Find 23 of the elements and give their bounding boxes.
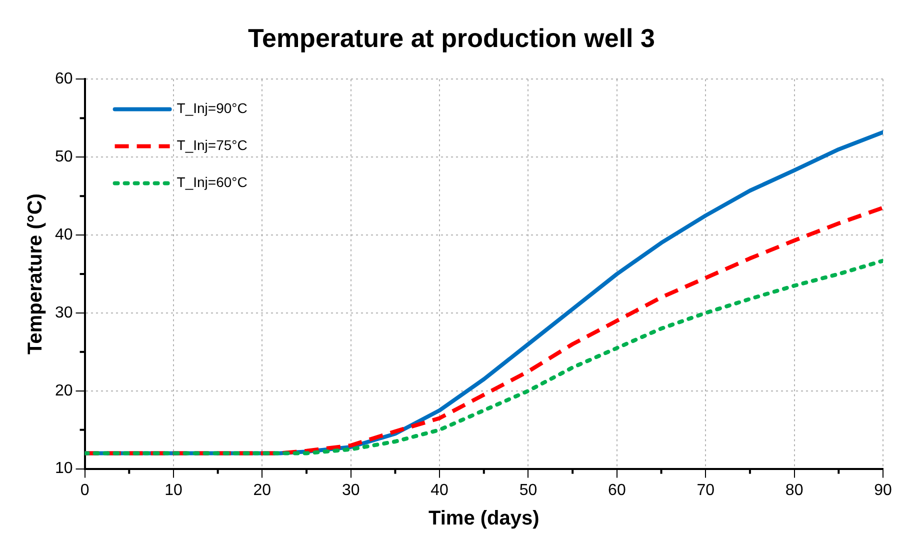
x-tick-label: 40	[430, 482, 449, 499]
y-tick-label: 60	[55, 70, 73, 88]
x-tick-label: 70	[696, 482, 715, 499]
y-tick-label: 50	[55, 148, 73, 166]
x-tick-label: 10	[164, 482, 182, 499]
x-tick-label: 20	[253, 482, 272, 499]
line-series	[84, 258, 883, 456]
y-tick-label: 10	[55, 460, 73, 478]
y-tick-label: 30	[55, 304, 73, 322]
x-tick-label: 80	[785, 482, 804, 499]
legend-label: T_Inj=60°C	[176, 174, 248, 190]
legend-label: T_Inj=90°C	[176, 100, 248, 116]
y-tick-label: 40	[55, 226, 73, 244]
x-tick-label: 0	[80, 482, 90, 499]
chart-title: Temperature at production well 3	[248, 22, 655, 53]
x-tick-label: 60	[608, 482, 626, 499]
x-tick-label: 90	[874, 482, 892, 499]
x-axis-title: Time (days)	[428, 508, 540, 530]
legend-label: T_Inj=75°C	[176, 137, 248, 154]
x-tick-label: 30	[342, 482, 360, 499]
y-tick-label: 20	[55, 382, 73, 400]
x-tick-label: 50	[519, 482, 538, 499]
y-axis-title: Temperature (°C)	[24, 194, 47, 354]
